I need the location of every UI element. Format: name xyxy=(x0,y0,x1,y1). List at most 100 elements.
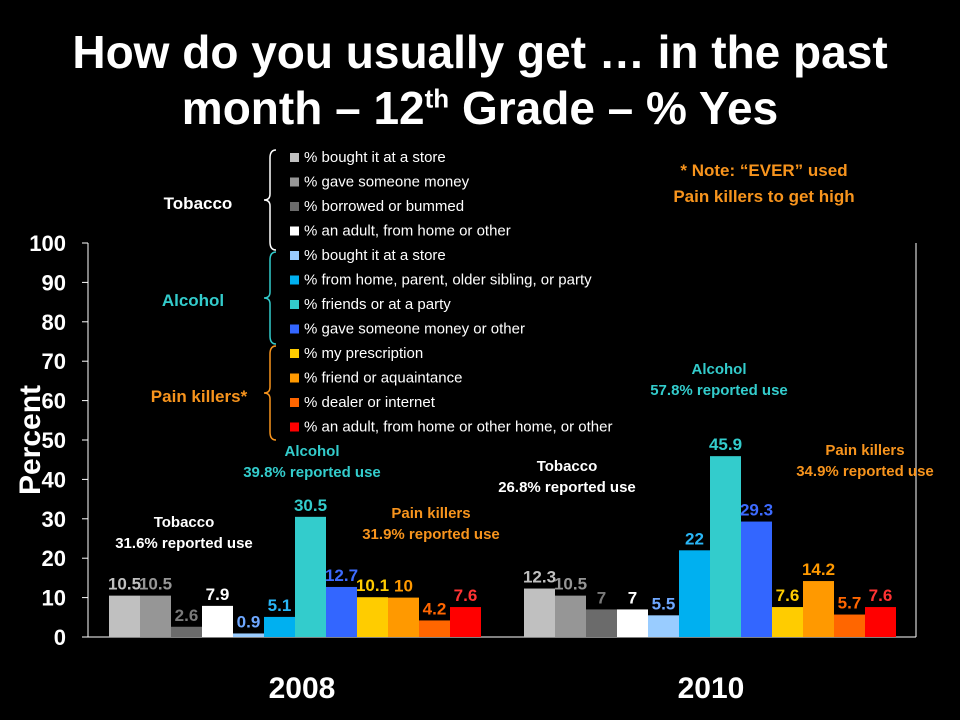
annotation-title: Tobacco xyxy=(537,458,598,475)
note-line-1: * Note: “EVER” used xyxy=(680,161,847,180)
annotation-title: Tobacco xyxy=(154,514,215,531)
bar-2008-9 xyxy=(357,597,388,637)
x-category-label: 2008 xyxy=(269,672,336,705)
legend-swatch xyxy=(290,275,299,285)
legend-swatch xyxy=(290,153,299,162)
bar-2010-4 xyxy=(617,609,648,637)
legend-swatch xyxy=(290,251,299,260)
bar-value-label: 14.2 xyxy=(802,560,835,579)
bar-value-label: 10.1 xyxy=(356,576,389,595)
legend-group-label: Alcohol xyxy=(162,291,224,310)
y-tick-label: 70 xyxy=(42,349,66,374)
legend-bracket xyxy=(263,345,277,441)
annotation-value: 31.9% reported use xyxy=(362,526,500,543)
bar-2010-9 xyxy=(772,607,803,637)
legend-entry-label: % from home, parent, older sibling, or p… xyxy=(304,272,592,289)
legend-swatch xyxy=(290,373,299,383)
bar-2008-6 xyxy=(264,616,295,637)
bar-2008-8 xyxy=(326,586,357,637)
bar-2010-5 xyxy=(648,615,679,637)
legend-entry-label: % friend or aquaintance xyxy=(304,370,462,387)
legend-entry-label: % my prescription xyxy=(304,345,423,362)
annotation-title: Alcohol xyxy=(285,443,340,460)
legend-bracket xyxy=(263,251,277,345)
legend-entry-label: % borrowed or bummed xyxy=(304,198,464,215)
bar-2010-2 xyxy=(555,595,586,637)
y-tick-label: 90 xyxy=(42,270,66,295)
bar-value-label: 5.1 xyxy=(268,596,292,615)
bar-2010-12 xyxy=(865,607,896,637)
bar-2010-11 xyxy=(834,614,865,637)
annotation-title: Alcohol xyxy=(692,361,747,378)
y-tick-label: 40 xyxy=(42,467,66,492)
bar-value-label: 10.5 xyxy=(108,575,141,594)
legend-entry-label: % gave someone money or other xyxy=(304,321,525,338)
bar-value-label: 5.7 xyxy=(838,594,862,613)
y-axis-title: Percent xyxy=(14,385,47,495)
y-tick-label: 60 xyxy=(42,389,66,414)
legend-entry-label: % bought it at a store xyxy=(304,247,446,264)
bar-value-label: 10.5 xyxy=(139,575,172,594)
legend-entry-label: % an adult, from home or other home, or … xyxy=(304,419,613,436)
legend-entry-label: % bought it at a store xyxy=(304,149,446,166)
legend-swatch xyxy=(290,202,299,211)
bar-value-label: 7 xyxy=(597,588,606,607)
legend-group-label: Pain killers* xyxy=(151,387,248,406)
bar-value-label: 2.6 xyxy=(175,606,199,625)
bar-value-label: 12.7 xyxy=(325,566,358,585)
y-tick-label: 30 xyxy=(42,507,66,532)
x-category-label: 2010 xyxy=(678,672,745,705)
legend-swatch xyxy=(290,324,299,334)
title-line-2-post: Grade – % Yes xyxy=(449,82,779,134)
bar-2010-10 xyxy=(803,581,834,637)
bar-2010-6 xyxy=(679,550,710,637)
legend-group-label: Tobacco xyxy=(164,194,233,213)
bar-value-label: 5.5 xyxy=(652,594,676,613)
annotation-title: Pain killers xyxy=(391,505,470,522)
legend-entry-label: % dealer or internet xyxy=(304,394,436,411)
bar-2008-4 xyxy=(202,605,233,637)
chart-title: How do you usually get … in the past mon… xyxy=(0,24,960,136)
title-line-2-pre: month – 12 xyxy=(181,82,425,134)
legend-bracket xyxy=(263,149,277,251)
bar-2008-11 xyxy=(419,620,450,637)
bar-value-label: 22 xyxy=(685,529,704,548)
legend-swatch xyxy=(290,349,299,358)
bar-value-label: 4.2 xyxy=(423,599,447,618)
bar-value-label: 10 xyxy=(394,577,413,596)
legend-swatch xyxy=(290,398,299,407)
bar-2010-8 xyxy=(741,521,772,637)
bar-value-label: 29.3 xyxy=(740,501,773,520)
y-tick-label: 20 xyxy=(42,546,66,571)
bar-2008-12 xyxy=(450,607,481,637)
bar-value-label: 7.6 xyxy=(454,586,478,605)
bar-2008-7 xyxy=(295,516,326,637)
bar-2008-5 xyxy=(233,633,264,637)
bar-value-label: 7.6 xyxy=(776,586,800,605)
annotation-value: 34.9% reported use xyxy=(796,463,934,480)
bar-value-label: 0.9 xyxy=(237,612,261,631)
legend-entry-label: % friends or at a party xyxy=(304,296,451,313)
annotation-value: 39.8% reported use xyxy=(243,464,381,481)
note-line-2: Pain killers to get high xyxy=(673,187,854,206)
bar-value-label: 7.9 xyxy=(206,585,230,604)
annotation-title: Pain killers xyxy=(825,442,904,459)
bar-value-label: 7.6 xyxy=(869,586,893,605)
bar-2008-1 xyxy=(109,595,140,637)
bar-2010-7 xyxy=(710,456,741,637)
y-tick-label: 10 xyxy=(42,586,66,611)
bar-2010-1 xyxy=(524,588,555,637)
bar-value-label: 7 xyxy=(628,588,637,607)
title-line-1: How do you usually get … in the past xyxy=(72,26,888,78)
bar-2008-10 xyxy=(388,597,419,637)
legend-swatch xyxy=(290,300,299,309)
title-superscript: th xyxy=(424,83,450,114)
bar-2010-3 xyxy=(586,609,617,637)
bar-value-label: 12.3 xyxy=(523,568,556,587)
annotation-value: 57.8% reported use xyxy=(650,382,788,399)
legend-swatch xyxy=(290,422,299,432)
bar-value-label: 30.5 xyxy=(294,496,327,515)
legend-entry-label: % gave someone money xyxy=(304,174,470,191)
bar-value-label: 45.9 xyxy=(709,435,742,454)
